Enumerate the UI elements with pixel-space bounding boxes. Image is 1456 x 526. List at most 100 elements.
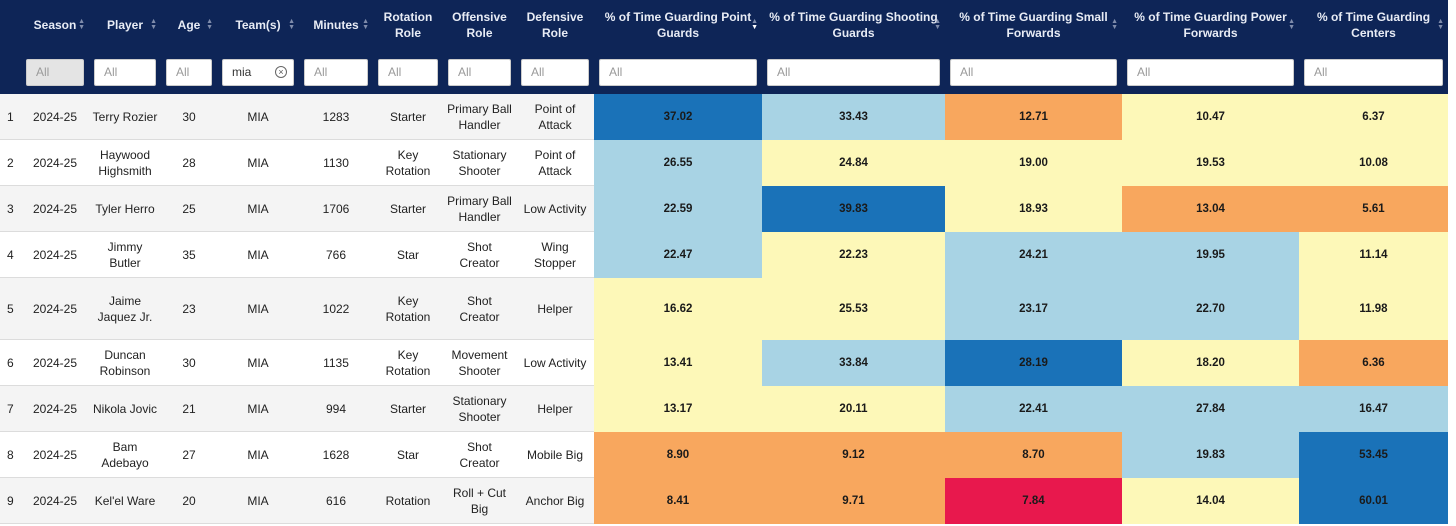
minutes-cell: 1628 [299, 432, 373, 478]
season-cell: 2024-25 [21, 478, 89, 524]
pct-c-cell: 11.14 [1299, 232, 1448, 278]
filter-season-cell [21, 50, 89, 94]
rotation-role-cell: Key Rotation [373, 278, 443, 340]
minutes-cell: 766 [299, 232, 373, 278]
offensive-role-cell: Stationary Shooter [443, 386, 516, 432]
sort-icon: ▲ ▼ [78, 18, 85, 31]
player-cell: Terry Rozier [89, 94, 161, 140]
defensive-role-cell: Mobile Big [516, 432, 594, 478]
header-pct-small-forwards[interactable]: % of Time Guarding Small Forwards ▲ ▼ [945, 0, 1122, 50]
age-cell: 23 [161, 278, 217, 340]
pct-sf-cell: 23.17 [945, 278, 1122, 340]
team-cell: MIA [217, 94, 299, 140]
season-filter-input[interactable] [26, 58, 84, 86]
sort-icon: ▲ ▼ [1111, 18, 1118, 31]
player-filter-input[interactable] [94, 58, 156, 86]
pct-pg-cell: 8.41 [594, 478, 762, 524]
offensive-role-cell: Stationary Shooter [443, 140, 516, 186]
header-pct-power-forwards[interactable]: % of Time Guarding Power Forwards ▲ ▼ [1122, 0, 1299, 50]
header-age[interactable]: Age ▲ ▼ [161, 0, 217, 50]
offensive-role-cell: Primary Ball Handler [443, 94, 516, 140]
header-pct-centers[interactable]: % of Time Guarding Centers ▲ ▼ [1299, 0, 1448, 50]
pct-pg-cell: 8.90 [594, 432, 762, 478]
header-label: % of Time Guarding Small Forwards [959, 10, 1108, 40]
age-cell: 25 [161, 186, 217, 232]
defense-filter-input[interactable] [521, 58, 589, 86]
header-label: Minutes [313, 18, 359, 32]
header-rotation-role[interactable]: Rotation Role [373, 0, 443, 50]
header-label: Team(s) [235, 18, 281, 32]
minutes-cell: 1135 [299, 340, 373, 386]
sort-icon: ▲ ▼ [150, 18, 157, 31]
pct-pg-cell: 22.59 [594, 186, 762, 232]
age-filter-input[interactable] [166, 58, 212, 86]
header-label: Season [33, 18, 77, 32]
header-label: Rotation Role [383, 10, 433, 40]
header-label: % of Time Guarding Centers [1316, 10, 1431, 40]
sort-desc-icon: ▲ ▼ [751, 18, 758, 31]
season-cell: 2024-25 [21, 386, 89, 432]
pct-sf-cell: 28.19 [945, 340, 1122, 386]
rank-cell: 8 [0, 432, 21, 478]
rank-cell: 6 [0, 340, 21, 386]
pct-sg-cell: 22.23 [762, 232, 945, 278]
sg-filter-input[interactable] [767, 58, 940, 86]
header-label: % of Time Guarding Shooting Guards [769, 10, 938, 40]
sort-icon: ▲ ▼ [206, 18, 213, 31]
header-pct-shooting-guards[interactable]: % of Time Guarding Shooting Guards ▲ ▼ [762, 0, 945, 50]
player-cell: Nikola Jovic [89, 386, 161, 432]
rotation-role-cell: Key Rotation [373, 140, 443, 186]
rotation-role-cell: Star [373, 232, 443, 278]
pg-filter-input[interactable] [599, 58, 757, 86]
pct-sf-cell: 24.21 [945, 232, 1122, 278]
filter-player-cell [89, 50, 161, 94]
header-label: Offensive Role [452, 10, 507, 40]
pct-pf-cell: 10.47 [1122, 94, 1299, 140]
filter-sf-cell [945, 50, 1122, 94]
player-cell: Duncan Robinson [89, 340, 161, 386]
pct-sf-cell: 7.84 [945, 478, 1122, 524]
player-cell: Jaime Jaquez Jr. [89, 278, 161, 340]
minutes-cell: 1706 [299, 186, 373, 232]
header-teams[interactable]: Team(s) ▲ ▼ [217, 0, 299, 50]
season-cell: 2024-25 [21, 340, 89, 386]
offensive-role-cell: Primary Ball Handler [443, 186, 516, 232]
rank-cell: 9 [0, 478, 21, 524]
header-pct-point-guards[interactable]: % of Time Guarding Point Guards ▲ ▼ [594, 0, 762, 50]
pct-sg-cell: 33.84 [762, 340, 945, 386]
pct-c-cell: 5.61 [1299, 186, 1448, 232]
rank-cell: 1 [0, 94, 21, 140]
minutes-cell: 1130 [299, 140, 373, 186]
minutes-filter-input[interactable] [304, 58, 368, 86]
filter-sg-cell [762, 50, 945, 94]
header-defensive-role[interactable]: Defensive Role [516, 0, 594, 50]
sf-filter-input[interactable] [950, 58, 1117, 86]
rotation-filter-input[interactable] [378, 58, 438, 86]
defensive-role-cell: Point of Attack [516, 94, 594, 140]
pct-sg-cell: 20.11 [762, 386, 945, 432]
offensive-role-cell: Shot Creator [443, 278, 516, 340]
header-minutes[interactable]: Minutes ▲ ▼ [299, 0, 373, 50]
filter-age-cell [161, 50, 217, 94]
age-cell: 35 [161, 232, 217, 278]
offensive-role-cell: Shot Creator [443, 432, 516, 478]
team-cell: MIA [217, 186, 299, 232]
filter-rank-spacer [0, 50, 21, 94]
header-player[interactable]: Player ▲ ▼ [89, 0, 161, 50]
c-filter-input[interactable] [1304, 58, 1443, 86]
offensive-role-cell: Shot Creator [443, 232, 516, 278]
season-cell: 2024-25 [21, 432, 89, 478]
clear-icon[interactable]: × [275, 66, 287, 78]
rotation-role-cell: Starter [373, 386, 443, 432]
offense-filter-input[interactable] [448, 58, 511, 86]
header-offensive-role[interactable]: Offensive Role [443, 0, 516, 50]
header-label: Player [106, 18, 144, 32]
minutes-cell: 1022 [299, 278, 373, 340]
pct-pg-cell: 37.02 [594, 94, 762, 140]
sort-icon: ▲ ▼ [934, 18, 941, 31]
rotation-role-cell: Key Rotation [373, 340, 443, 386]
player-cell: Haywood Highsmith [89, 140, 161, 186]
pf-filter-input[interactable] [1127, 58, 1294, 86]
defensive-role-cell: Helper [516, 386, 594, 432]
header-season[interactable]: Season ▲ ▼ [21, 0, 89, 50]
